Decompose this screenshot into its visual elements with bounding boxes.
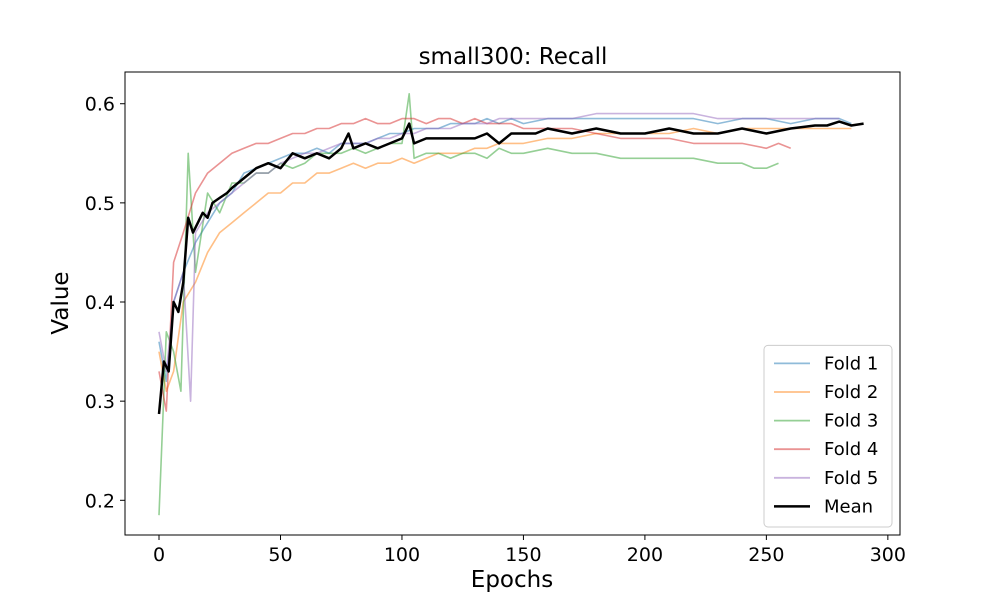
legend-box — [763, 344, 893, 528]
y-tick-label: 0.4 — [85, 292, 115, 314]
legend-label-mean: Mean — [824, 496, 873, 517]
series-group — [157, 93, 864, 516]
x-tick-label: 300 — [870, 544, 906, 566]
x-tick-label: 0 — [153, 544, 165, 566]
y-tick-label: 0.3 — [85, 391, 115, 413]
legend-label-fold-3: Fold 3 — [824, 411, 878, 432]
legend-label-fold-1: Fold 1 — [824, 353, 878, 374]
y-tick-label: 0.6 — [85, 94, 115, 116]
y-axis-label: Value — [48, 271, 74, 334]
legend: Fold 1 Fold 2 Fold 3 Fold 4 Fold 5 Mean — [763, 344, 893, 528]
x-tick-label: 50 — [268, 544, 292, 566]
legend-label-fold-2: Fold 2 — [824, 382, 878, 403]
x-axis: 0 50 100 150 200 250 300 — [153, 535, 906, 566]
y-tick-label: 0.2 — [85, 490, 115, 512]
chart-title: small300: Recall — [419, 44, 608, 70]
x-tick-label: 100 — [384, 544, 420, 566]
series-line-mean — [157, 120, 864, 415]
legend-label-fold-4: Fold 4 — [824, 439, 878, 460]
x-tick-label: 250 — [748, 544, 784, 566]
series-line-fold-5 — [158, 112, 840, 403]
x-axis-label: Epochs — [471, 567, 553, 593]
y-axis: 0.2 0.3 0.4 0.5 0.6 — [85, 94, 125, 512]
legend-label-fold-5: Fold 5 — [824, 468, 878, 489]
x-tick-label: 200 — [627, 544, 663, 566]
x-tick-label: 150 — [505, 544, 541, 566]
plot-frame — [124, 71, 901, 536]
y-tick-label: 0.5 — [85, 193, 115, 215]
series-line-fold-4 — [158, 117, 791, 412]
